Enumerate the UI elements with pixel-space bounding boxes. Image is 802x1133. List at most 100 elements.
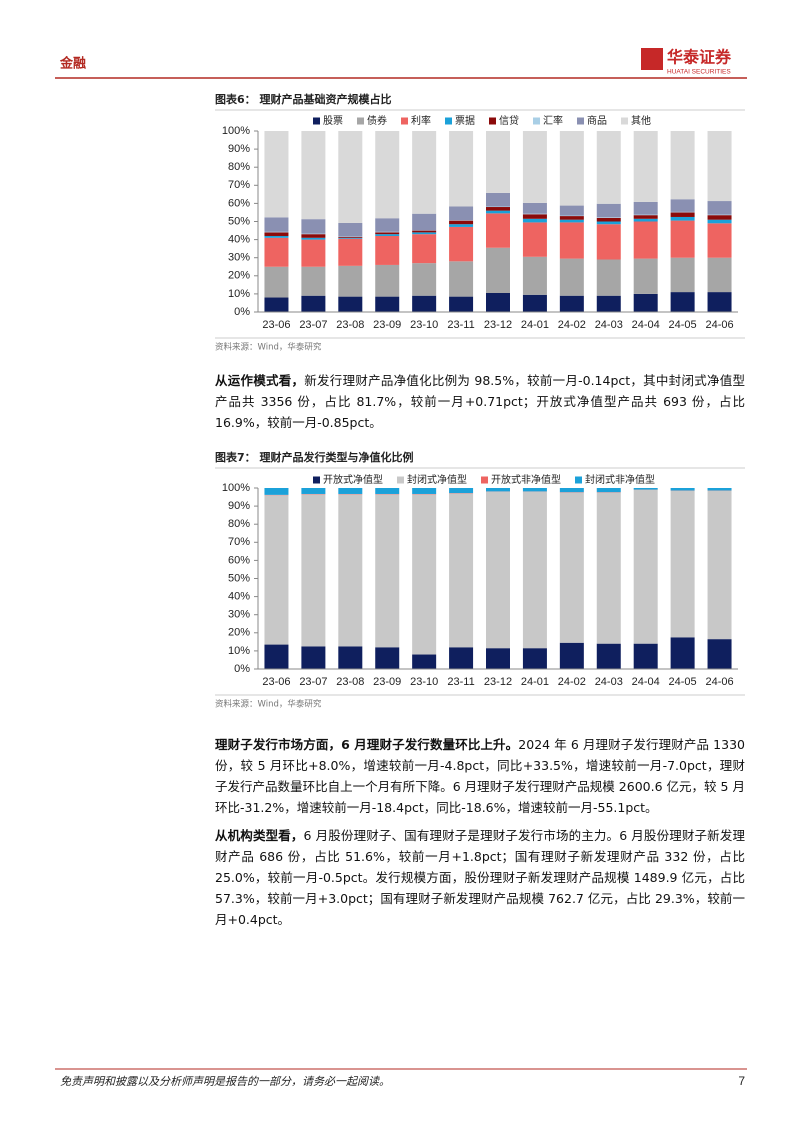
- y-tick-label: 80%: [228, 161, 250, 173]
- legend-label: 开放式非净值型: [491, 473, 561, 486]
- y-tick-label: 20%: [228, 627, 250, 639]
- bar-segment: [633, 221, 658, 259]
- bar-segment: [707, 201, 732, 215]
- bar-segment: [338, 488, 363, 494]
- y-tick-label: 70%: [228, 179, 250, 191]
- bar-segment: [707, 214, 732, 216]
- paragraph: 从运作模式看，新发行理财产品净值化比例为 98.5%，较前一月-0.14pct，…: [215, 370, 745, 433]
- bar-segment: [559, 216, 584, 220]
- bar-segment: [449, 493, 474, 648]
- page-number: 7: [738, 1074, 745, 1088]
- bar-segment: [412, 263, 437, 296]
- logo-icon: [641, 48, 663, 70]
- bar-segment: [522, 131, 547, 203]
- x-tick-label: 23-11: [447, 676, 474, 688]
- bar-segment: [375, 647, 400, 669]
- legend-swatch: [313, 117, 320, 125]
- x-tick-label: 24-05: [669, 319, 697, 331]
- bar-segment: [559, 222, 584, 259]
- y-tick-label: 30%: [228, 609, 250, 621]
- bar-segment: [707, 639, 732, 669]
- bar-segment: [707, 219, 732, 224]
- y-tick-label: 100%: [222, 482, 250, 494]
- bar-segment: [375, 131, 400, 219]
- bar-segment: [596, 492, 621, 644]
- bar-segment: [301, 266, 326, 296]
- bar-segment: [559, 131, 584, 206]
- legend-label: 封闭式净值型: [407, 473, 467, 486]
- x-tick-label: 24-05: [669, 676, 697, 688]
- legend-label: 开放式净值型: [323, 473, 383, 486]
- bar-segment: [338, 296, 363, 312]
- legend-swatch: [481, 476, 488, 484]
- bar-segment: [486, 207, 510, 211]
- bar-segment: [633, 131, 658, 202]
- bar-segment: [670, 257, 695, 293]
- bar-segment: [449, 647, 474, 669]
- bar-segment: [522, 488, 547, 492]
- bar-segment: [449, 296, 474, 312]
- legend-swatch: [489, 117, 496, 125]
- paragraph-lead: 从机构类型看，: [215, 828, 304, 843]
- bar-segment: [375, 488, 400, 494]
- bar-segment: [264, 488, 289, 495]
- x-tick-label: 24-03: [595, 676, 623, 688]
- paragraph-text: 2024 年 6 月理财子发行理财产品 1330 份，较 5 月环比+8.0%，…: [215, 737, 745, 815]
- bar-segment: [486, 192, 510, 207]
- bar-segment: [522, 256, 547, 295]
- bar-segment: [559, 492, 584, 643]
- bar-segment: [559, 295, 584, 312]
- bar-segment: [633, 201, 658, 215]
- y-tick-label: 10%: [228, 288, 250, 300]
- paragraph: 从机构类型看，6 月股份理财子、国有理财子是理财子发行市场的主力。6 月股份理财…: [215, 825, 745, 930]
- x-tick-label: 24-01: [521, 319, 549, 331]
- bar-segment: [522, 214, 547, 219]
- y-tick-label: 50%: [228, 572, 250, 584]
- bar-segment: [449, 226, 474, 262]
- bar-segment: [707, 131, 732, 202]
- legend-label: 商品: [587, 114, 607, 127]
- bar-segment: [486, 206, 510, 208]
- bar-segment: [301, 131, 326, 220]
- y-tick-label: 40%: [228, 591, 250, 603]
- bar-segment: [338, 237, 363, 239]
- x-tick-label: 23-12: [484, 319, 512, 331]
- bar-segment: [670, 488, 695, 491]
- bar-segment: [412, 232, 437, 235]
- legend-label: 股票: [323, 115, 343, 127]
- x-tick-label: 23-10: [410, 319, 438, 331]
- legend-swatch: [397, 476, 404, 484]
- y-tick-label: 70%: [228, 536, 250, 548]
- paragraph: 理财子发行市场方面，6 月理财子发行数量环比上升。2024 年 6 月理财子发行…: [215, 734, 745, 818]
- bar-segment: [633, 643, 658, 669]
- bar-segment: [633, 258, 658, 294]
- bar-segment: [301, 646, 326, 669]
- x-tick-label: 24-02: [558, 676, 586, 688]
- bar-segment: [559, 258, 584, 296]
- bar-segment: [670, 216, 695, 221]
- x-tick-label: 23-08: [336, 319, 364, 331]
- bar-segment: [301, 295, 326, 312]
- bar-segment: [338, 236, 363, 238]
- x-tick-label: 24-03: [595, 319, 623, 331]
- bar-segment: [301, 234, 326, 238]
- bar-segment: [264, 131, 289, 218]
- bar-segment: [486, 488, 510, 492]
- bar-segment: [486, 491, 510, 649]
- bar-segment: [596, 295, 621, 312]
- x-tick-label: 24-01: [521, 676, 549, 688]
- bar-segment: [338, 494, 363, 647]
- legend-swatch: [313, 476, 320, 484]
- bar-segment: [449, 131, 474, 207]
- bar-segment: [596, 221, 621, 225]
- bar-segment: [486, 213, 510, 248]
- bar-segment: [301, 239, 326, 267]
- bar-segment: [412, 213, 437, 231]
- bar-segment: [375, 232, 400, 235]
- bar-segment: [412, 494, 437, 655]
- bar-segment: [412, 295, 437, 312]
- bar-segment: [301, 488, 326, 494]
- source: 资料来源：Wind，华泰研究: [215, 699, 322, 710]
- paragraph-lead: 理财子发行市场方面，6 月理财子发行数量环比上升。: [215, 737, 519, 752]
